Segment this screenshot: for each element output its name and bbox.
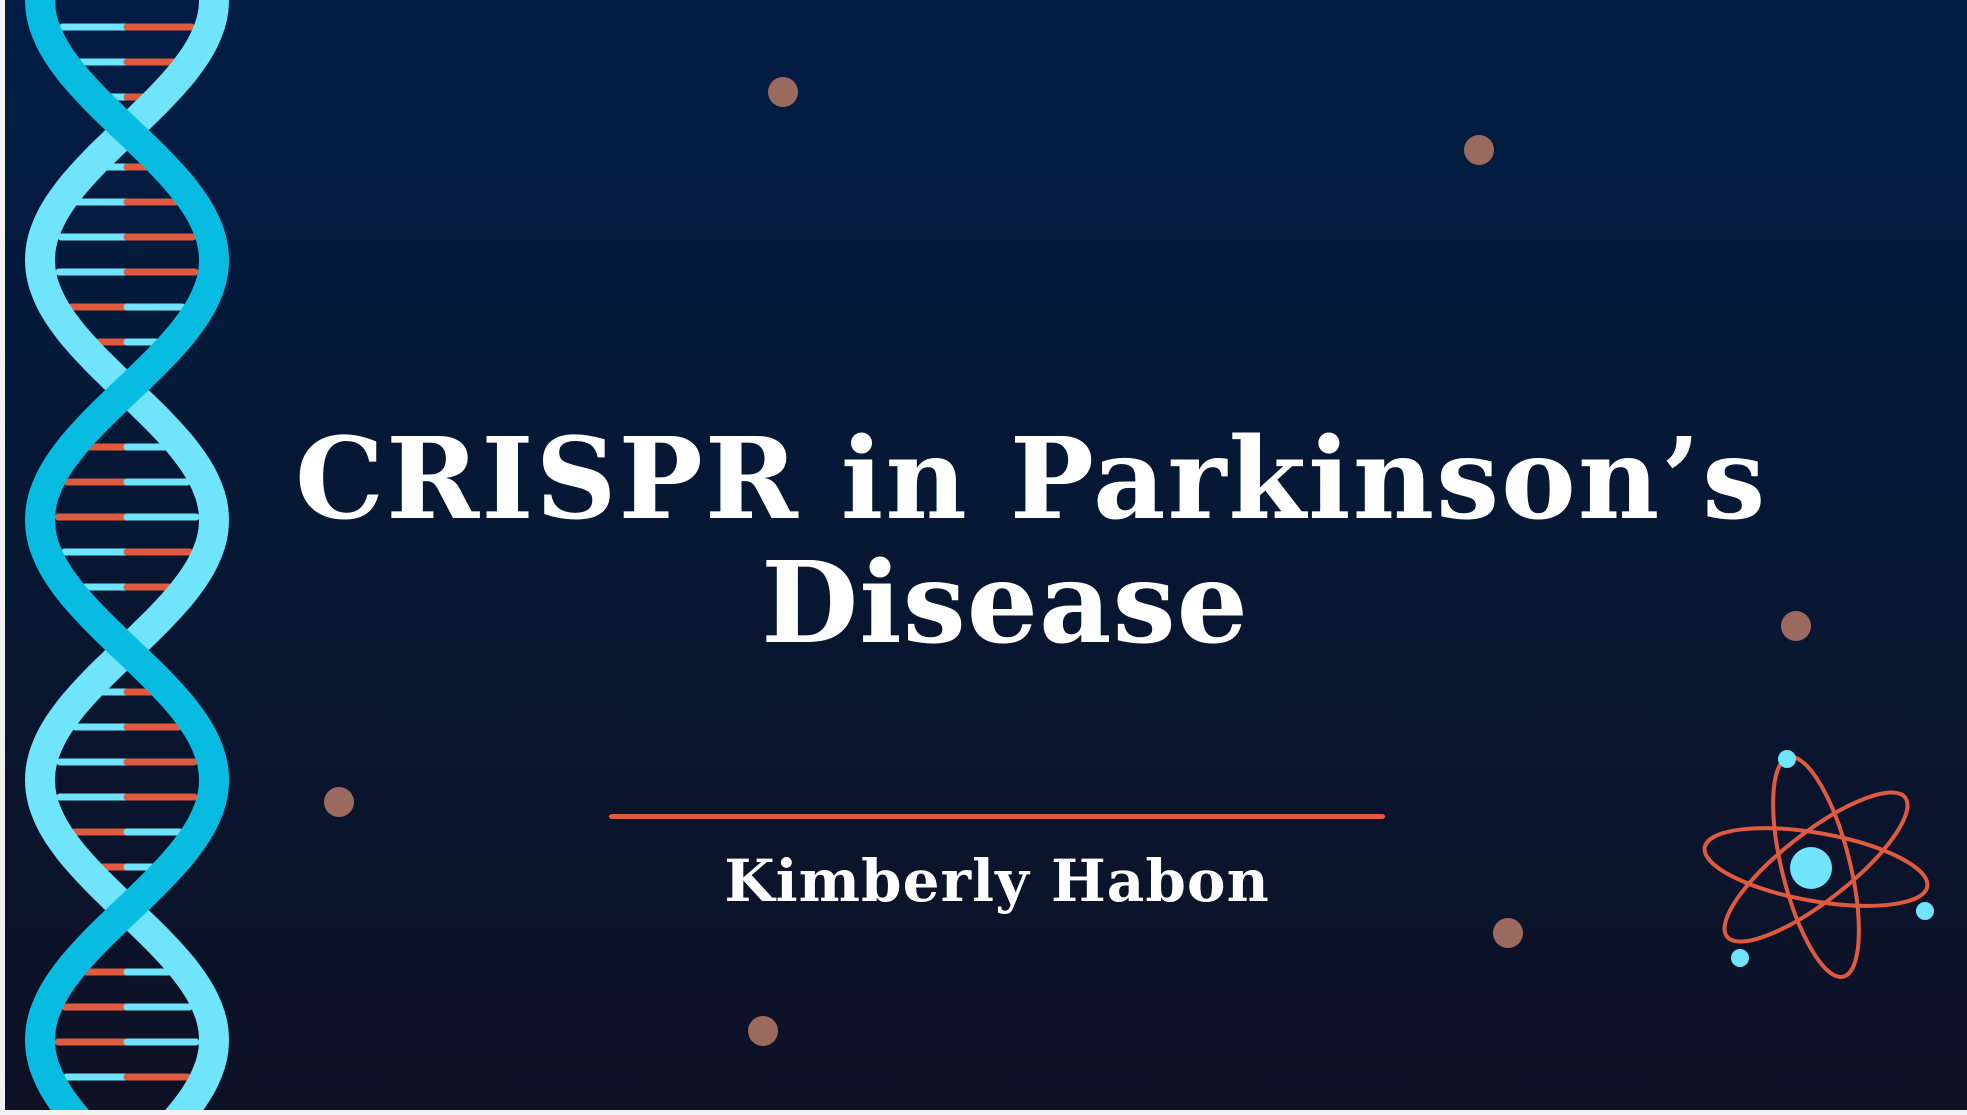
slide-left-edge	[0, 0, 5, 1115]
atom-icon	[1702, 750, 1934, 979]
title-line-2: Disease	[761, 538, 1249, 669]
slide-title: CRISPR in Parkinson’s Disease	[295, 414, 1768, 669]
decorative-dot	[1464, 135, 1494, 165]
decorative-dot	[1781, 611, 1811, 641]
title-line-1: CRISPR in Parkinson’s	[295, 414, 1768, 545]
title-divider	[609, 814, 1385, 819]
dna-strand	[24, 0, 230, 1110]
dna-strand	[24, 0, 230, 1110]
decorative-dot	[324, 787, 354, 817]
decorative-dot	[768, 77, 798, 107]
author-name: Kimberly Habon	[724, 847, 1270, 915]
dna-helix-icon	[24, 0, 230, 1110]
title-slide: CRISPR in Parkinson’s Disease Kimberly H…	[5, 0, 1967, 1110]
decorative-dot	[748, 1016, 778, 1046]
decorative-dot	[1493, 918, 1523, 948]
slide-bottom-edge	[0, 1110, 1967, 1115]
